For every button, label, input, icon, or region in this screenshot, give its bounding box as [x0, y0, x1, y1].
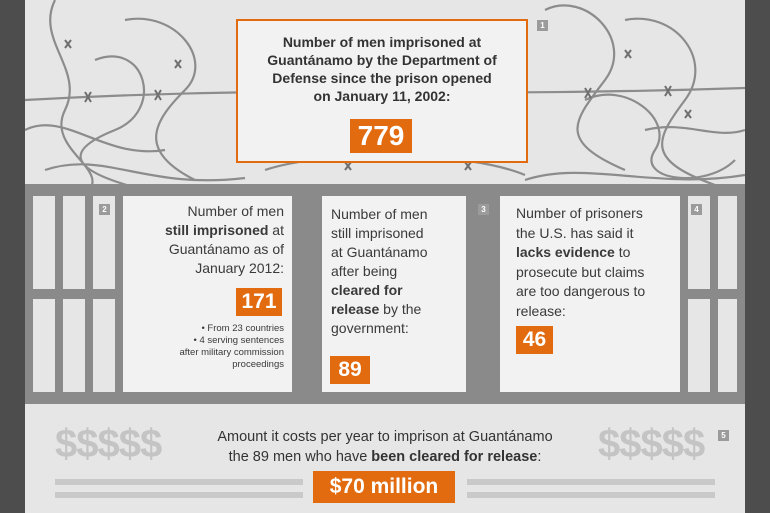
box4-value: 46 [516, 326, 553, 354]
box2-value: 171 [236, 288, 282, 316]
stat-box-3: Number of men still imprisoned at Guantá… [322, 196, 466, 392]
box4-line-1: Number of prisoners [516, 205, 643, 221]
stripe [467, 479, 715, 485]
box4-line-5: are too dangerous to [516, 283, 646, 299]
box4-line-3-rest: to [614, 244, 631, 260]
box2-bullet-1: • From 23 countries [201, 323, 284, 334]
marker-2: 2 [99, 204, 110, 215]
box2-line-3: Guantánamo as of [168, 241, 284, 257]
cost-line-1: Amount it costs per year to imprison at … [217, 429, 553, 445]
cost-value: $70 million [313, 471, 455, 503]
box3-value: 89 [330, 356, 370, 384]
box2-bullet-2a: • 4 serving sentences [193, 335, 284, 346]
box3-line-3: at Guantánamo [331, 244, 428, 260]
box2-line-1: Number of men [187, 203, 284, 219]
dollar-signs-right: $$$$$ [598, 422, 705, 466]
right-dark-border [745, 0, 770, 513]
box3-cleared-for: cleared for [331, 282, 403, 298]
bars-bottom-rail [25, 392, 745, 404]
cost-text: Amount it costs per year to imprison at … [175, 427, 595, 467]
bar-v [737, 196, 745, 392]
cost-cleared-for-release: been cleared for release [371, 449, 538, 465]
bar-v [292, 196, 322, 392]
dollar-signs-left: $$$$$ [55, 422, 162, 466]
box2-bullet-2b: after military commission [179, 347, 284, 358]
marker-3: 3 [478, 204, 489, 215]
marker-5: 5 [718, 430, 729, 441]
top-line-3: Defense since the prison opened [272, 70, 492, 86]
bar-v [25, 196, 33, 392]
stat-box-4: Number of prisoners the U.S. has said it… [500, 196, 680, 392]
box2-line-2-rest: at [268, 222, 284, 238]
top-stat-box: Number of men imprisoned at Guantánamo b… [236, 19, 528, 163]
left-dark-border [0, 0, 25, 513]
box4-line-6: release: [516, 302, 566, 319]
box4-line-4: prosecute but claims [516, 263, 645, 280]
box3-line-6-rest: by the [379, 301, 422, 317]
stripe [55, 479, 303, 485]
stripe [55, 492, 303, 498]
top-line-1: Number of men imprisoned at [282, 34, 482, 50]
box4-lacks-evidence: lacks evidence [516, 244, 615, 260]
box2-bullet-2c: proceedings [232, 359, 284, 370]
marker-4: 4 [691, 204, 702, 215]
box3-release: release [331, 301, 380, 317]
marker-1: 1 [537, 20, 548, 31]
stat-box-2: Number of men still imprisoned at Guantá… [123, 196, 292, 392]
bars-top-rail [25, 184, 745, 196]
bar-v [466, 196, 500, 392]
box3-line-2: still imprisoned [331, 225, 424, 241]
cost-line-2-b: : [537, 449, 542, 465]
bar-v [680, 196, 688, 392]
top-line-2: Guantánamo by the Department of [267, 52, 497, 68]
box2-still-imprisoned: still imprisoned [164, 222, 269, 238]
top-value: 779 [350, 119, 412, 153]
bar-v [85, 196, 93, 392]
stripe [467, 492, 715, 498]
cost-line-2-a: the 89 men who have [228, 449, 372, 465]
bar-v [55, 196, 63, 392]
box3-line-4: after being [331, 263, 398, 279]
box3-line-7: government: [331, 320, 409, 336]
box2-line-4: January 2012: [195, 260, 284, 276]
box4-line-2: the U.S. has said it [516, 224, 634, 241]
box3-line-1: Number of men [331, 206, 428, 222]
bar-v [115, 196, 123, 392]
top-line-4: on January 11, 2002: [313, 88, 451, 104]
bar-v [710, 196, 718, 392]
